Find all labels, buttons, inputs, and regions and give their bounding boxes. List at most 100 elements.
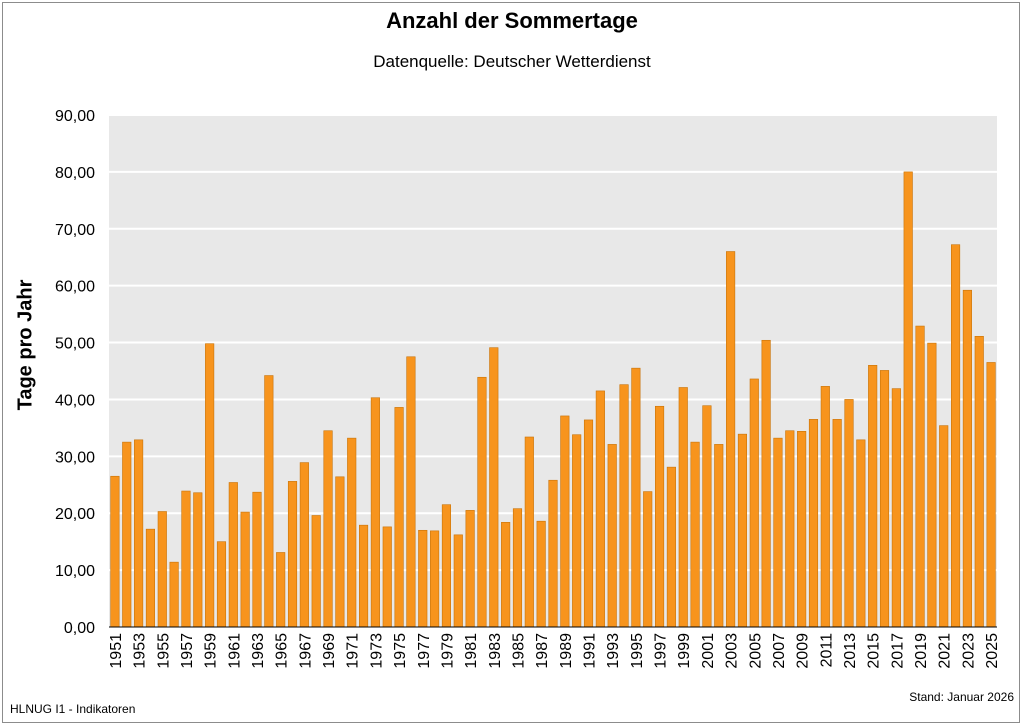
bar bbox=[915, 325, 925, 628]
bar bbox=[418, 529, 428, 628]
x-tick-label: 2009 bbox=[795, 633, 812, 669]
x-tick-label: 1985 bbox=[510, 633, 527, 669]
bar bbox=[193, 492, 203, 628]
bar bbox=[264, 375, 274, 628]
x-tick-label: 1963 bbox=[250, 633, 267, 669]
bar bbox=[690, 441, 700, 628]
x-tick-label: 1987 bbox=[534, 633, 551, 669]
x-tick-label: 1975 bbox=[392, 633, 409, 669]
bar bbox=[335, 476, 345, 628]
x-tick-label: 2001 bbox=[700, 633, 717, 669]
bar bbox=[962, 289, 972, 628]
bar bbox=[607, 444, 617, 628]
bar bbox=[524, 436, 534, 628]
bar bbox=[228, 482, 238, 628]
bar bbox=[927, 342, 937, 628]
x-tick-label: 1965 bbox=[274, 633, 291, 669]
x-tick-label: 1959 bbox=[203, 633, 220, 669]
bar bbox=[299, 462, 309, 628]
bar bbox=[974, 335, 984, 628]
bar bbox=[465, 510, 475, 628]
x-tick-label: 1953 bbox=[132, 633, 149, 669]
x-tick-label: 1981 bbox=[463, 633, 480, 669]
x-tick-label: 1977 bbox=[416, 633, 433, 669]
bar bbox=[240, 511, 250, 628]
bar bbox=[939, 425, 949, 628]
x-tick-label: 1983 bbox=[487, 633, 504, 669]
bar bbox=[382, 526, 392, 628]
y-tick-label: 40,00 bbox=[55, 392, 95, 409]
bar bbox=[276, 552, 286, 628]
source-note: HLNUG I1 - Indikatoren bbox=[10, 702, 136, 716]
bar bbox=[572, 434, 582, 628]
bar bbox=[903, 171, 913, 628]
bar bbox=[714, 444, 724, 628]
bar bbox=[879, 370, 890, 628]
bar bbox=[666, 466, 676, 628]
bar bbox=[453, 534, 463, 628]
x-tick-label: 1951 bbox=[108, 633, 125, 669]
bar bbox=[181, 490, 191, 628]
bar bbox=[287, 481, 298, 628]
bar bbox=[358, 524, 369, 628]
bar bbox=[773, 437, 783, 628]
bar bbox=[891, 388, 901, 628]
bar bbox=[489, 347, 499, 628]
y-tick-label: 10,00 bbox=[55, 563, 95, 580]
x-tick-label: 1993 bbox=[605, 633, 622, 669]
x-tick-label: 2023 bbox=[960, 633, 977, 669]
bar bbox=[441, 504, 452, 628]
y-tick-label: 60,00 bbox=[55, 279, 95, 296]
bar bbox=[737, 433, 748, 628]
bar bbox=[157, 511, 167, 628]
x-tick-label: 1995 bbox=[629, 633, 646, 669]
x-tick-label: 1971 bbox=[345, 633, 362, 669]
bar bbox=[702, 405, 712, 628]
x-tick-label: 2021 bbox=[937, 633, 954, 669]
bar bbox=[252, 491, 262, 628]
bar bbox=[986, 362, 996, 628]
x-tick-label: 2017 bbox=[889, 633, 906, 669]
bar bbox=[477, 376, 487, 628]
bar bbox=[583, 419, 594, 628]
bar bbox=[512, 508, 523, 628]
bar bbox=[643, 491, 653, 628]
x-tick-label: 1955 bbox=[155, 633, 172, 669]
bar bbox=[761, 339, 771, 628]
bar bbox=[430, 530, 440, 628]
bar bbox=[536, 520, 546, 628]
x-tick-label: 2019 bbox=[913, 633, 930, 669]
bar bbox=[110, 475, 120, 628]
bar bbox=[832, 419, 842, 628]
bar bbox=[631, 367, 641, 628]
bar bbox=[619, 384, 629, 628]
bar bbox=[122, 441, 132, 628]
x-tick-label: 2007 bbox=[771, 633, 788, 669]
bar bbox=[678, 387, 688, 628]
x-tick-label: 2025 bbox=[984, 633, 1001, 669]
x-tick-label: 2003 bbox=[724, 633, 741, 669]
y-tick-label: 90,00 bbox=[55, 108, 95, 125]
bar bbox=[726, 251, 736, 628]
bar bbox=[205, 343, 215, 628]
chart-subtitle: Datenquelle: Deutscher Wetterdienst bbox=[373, 52, 651, 71]
bar bbox=[654, 405, 665, 628]
y-tick-label: 70,00 bbox=[55, 222, 95, 239]
x-tick-label: 1997 bbox=[653, 633, 670, 669]
bar bbox=[560, 415, 570, 628]
bar bbox=[785, 430, 795, 628]
x-tick-label: 1967 bbox=[297, 633, 314, 669]
bar bbox=[145, 528, 156, 628]
x-tick-label: 1969 bbox=[321, 633, 338, 669]
bar bbox=[216, 541, 227, 628]
y-tick-label: 20,00 bbox=[55, 506, 95, 523]
y-tick-label: 30,00 bbox=[55, 449, 95, 466]
y-tick-label: 50,00 bbox=[55, 336, 95, 353]
x-tick-label: 1961 bbox=[226, 633, 243, 669]
bar bbox=[820, 386, 830, 628]
bar bbox=[370, 397, 380, 628]
bar bbox=[868, 365, 878, 628]
bar bbox=[134, 439, 144, 628]
bar bbox=[311, 515, 321, 628]
